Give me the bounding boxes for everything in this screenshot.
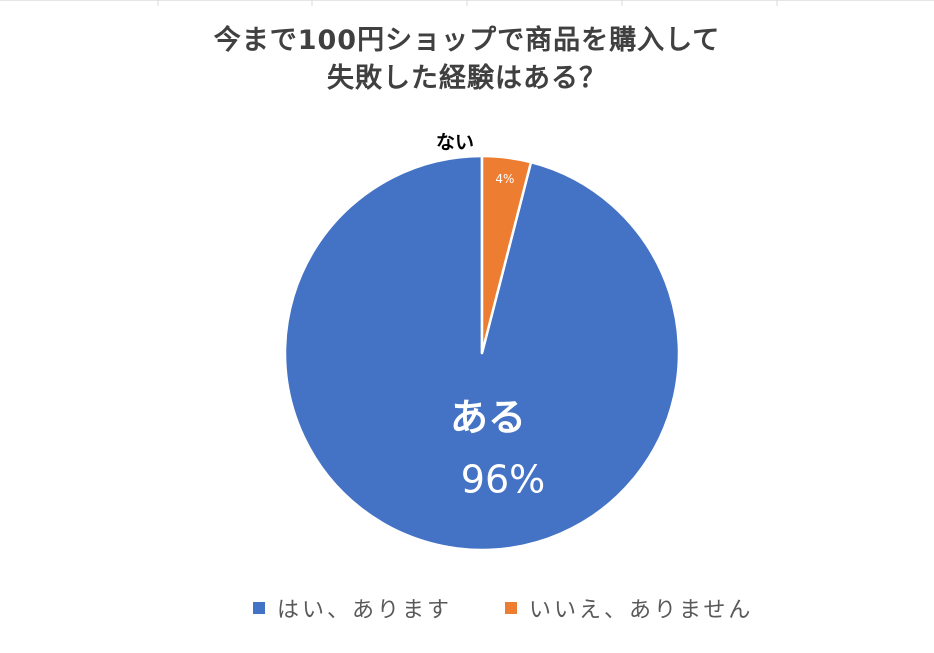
legend-item-no: いいえ、ありません (505, 592, 753, 624)
legend: はい、あります いいえ、ありません (0, 592, 934, 624)
pie-label-category-1: ない (436, 132, 474, 154)
legend-label-no: いいえ、ありません (529, 598, 754, 623)
pie-label-percent-1: 4% (495, 172, 514, 186)
legend-label-yes: はい、あります (277, 598, 453, 623)
pie-chart: ある 96% ない 4% (283, 132, 681, 552)
chart-title: 今まで100円ショップで商品を購入して 失敗した経験はある？ (0, 22, 934, 98)
pie-label-percent-0: 96% (461, 458, 545, 502)
legend-swatch-yes (253, 602, 265, 614)
pie-label-category-0: ある (450, 396, 526, 440)
top-tick-marks (0, 0, 934, 6)
chart-title-line-1: 今まで100円ショップで商品を購入して (213, 25, 721, 56)
chart-title-line-2: 失敗した経験はある？ (327, 63, 607, 94)
legend-swatch-no (505, 602, 517, 614)
pie-slice-1 (480, 154, 533, 355)
legend-item-yes: はい、あります (253, 592, 452, 624)
